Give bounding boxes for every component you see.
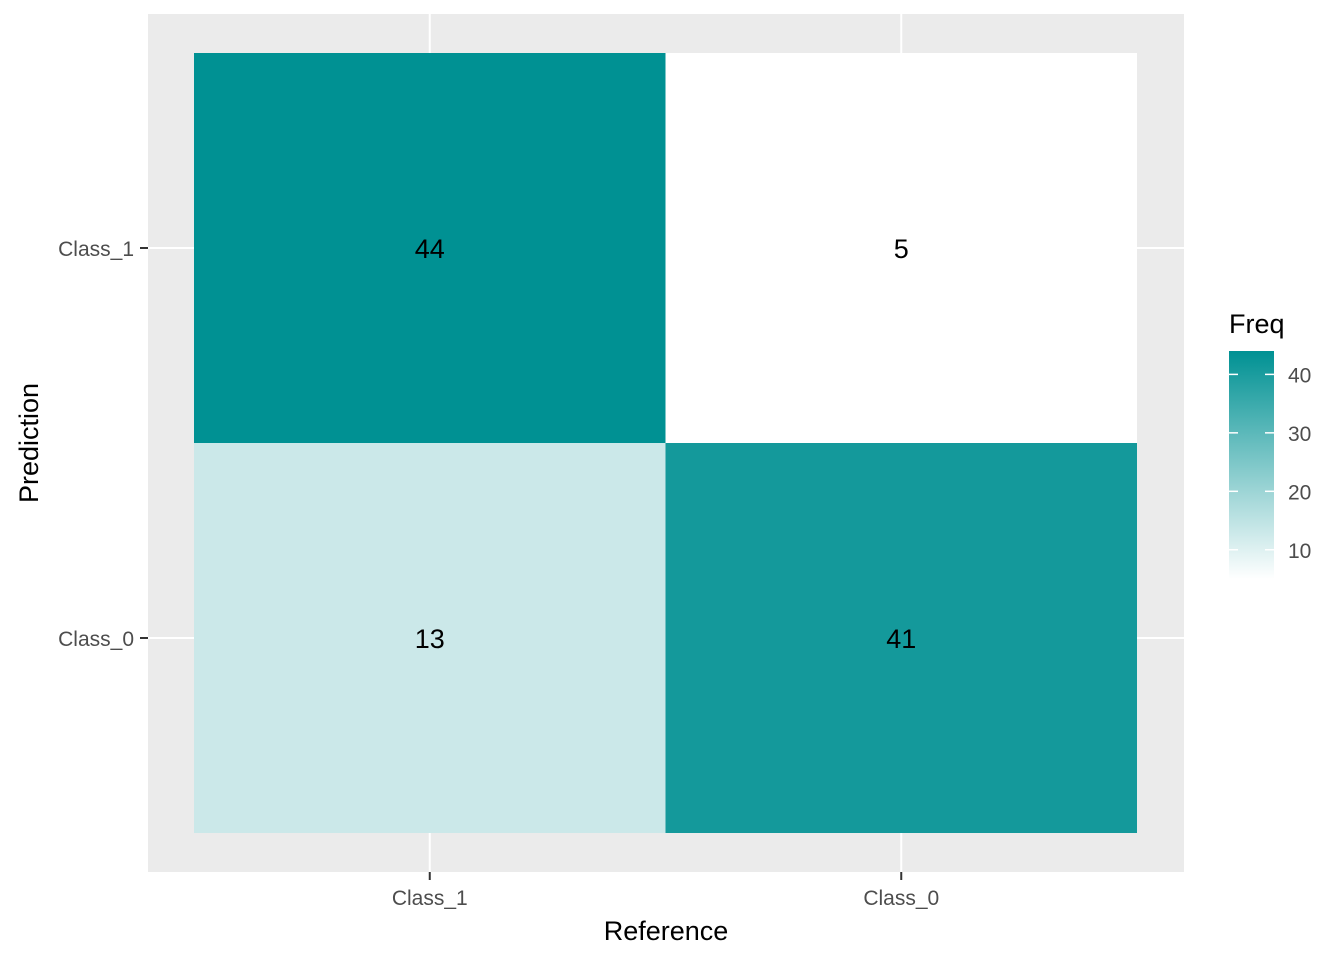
tile-value-label: 41 — [886, 624, 916, 654]
heatmap-tile — [194, 443, 666, 833]
y-tick-label: Class_0 — [58, 628, 134, 651]
heatmap-tile — [194, 53, 666, 443]
x-axis-title: Reference — [604, 916, 729, 946]
legend-tick-label: 20 — [1288, 481, 1311, 504]
legend-tick-label: 40 — [1288, 364, 1311, 387]
legend-tick-label: 10 — [1288, 540, 1311, 563]
y-axis-title: Prediction — [14, 383, 44, 503]
heatmap-tile — [665, 53, 1137, 443]
legend-title: Freq — [1229, 309, 1285, 339]
legend-colorbar — [1229, 351, 1274, 579]
tile-value-label: 5 — [894, 234, 909, 264]
x-tick-label: Class_0 — [863, 887, 939, 910]
heatmap-tile — [665, 443, 1137, 833]
tile-value-label: 13 — [415, 624, 445, 654]
tile-value-label: 44 — [415, 234, 445, 264]
y-tick-label: Class_1 — [58, 238, 134, 261]
legend-tick-label: 30 — [1288, 423, 1311, 446]
x-tick-label: Class_1 — [392, 887, 468, 910]
